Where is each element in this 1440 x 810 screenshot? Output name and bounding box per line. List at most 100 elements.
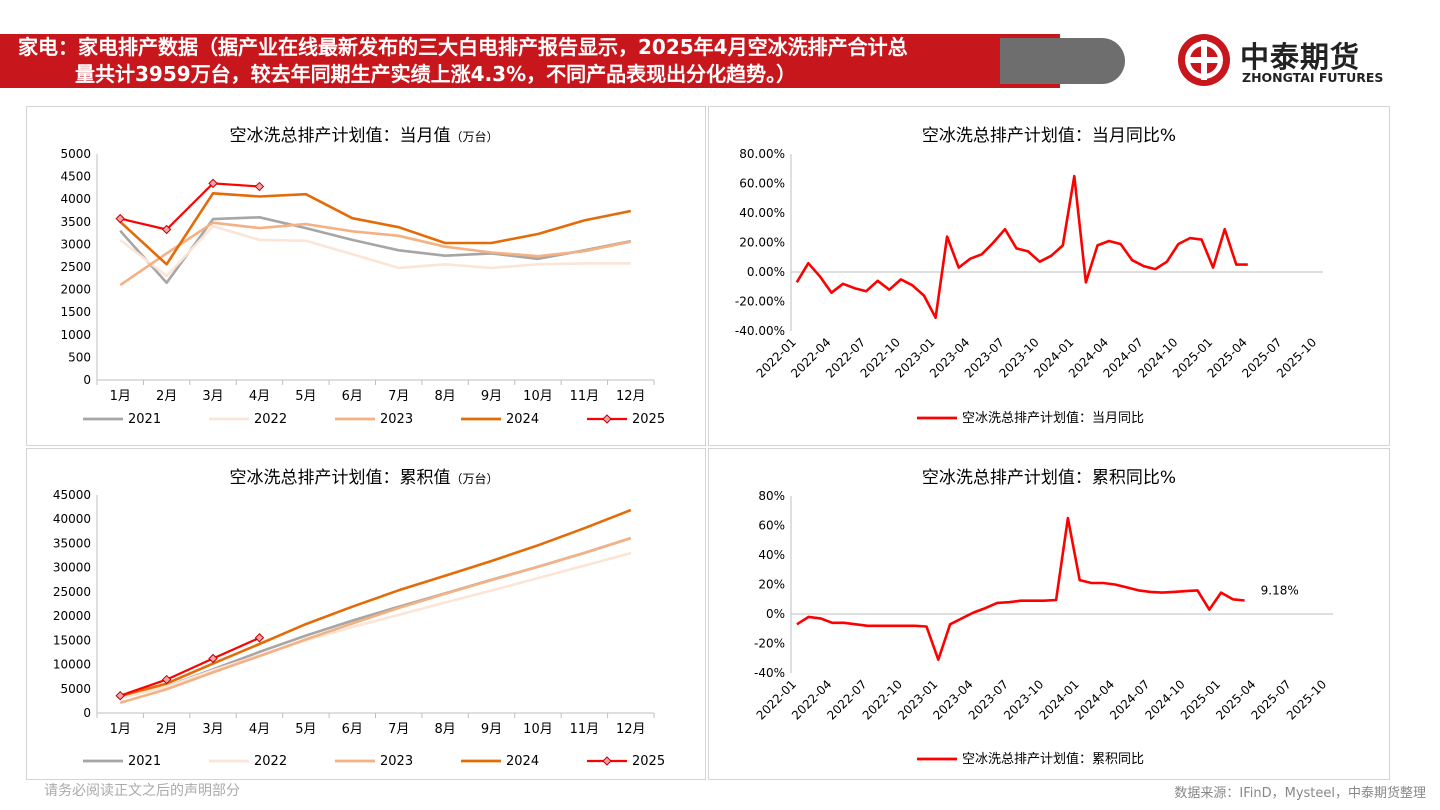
y-tick-label: 80% [758, 489, 785, 503]
legend-marker [602, 756, 612, 766]
chart-cumulative-value: 空冰洗总排产计划值：累积值（万台） 0 5000 10000 15000 20000 250… [53, 468, 665, 769]
x-tick-label: 12月 [616, 389, 646, 404]
y-tick-label: 60.00% [739, 177, 785, 191]
x-tick-label: 6月 [342, 722, 363, 737]
y-tick-label: -40% [754, 666, 785, 680]
legend-label: 2023 [380, 754, 413, 769]
x-tick-label: 11月 [570, 389, 600, 404]
x-tick-label: 1月 [110, 389, 131, 404]
y-tick-label: 4000 [60, 192, 91, 206]
series-line-1 [119, 551, 632, 700]
chart-panel-monthly-yoy: 空冰洗总排产计划值：当月同比% -40.00% -20.00% 0.00% 20.00%… [708, 106, 1390, 446]
y-tick-label: 60% [758, 519, 785, 533]
y-tick-label: 20000 [53, 609, 91, 623]
data-point-marker [115, 690, 125, 701]
y-tick-label: 3000 [60, 237, 91, 251]
series-line-2 [119, 536, 632, 705]
x-tick-label: 12月 [616, 722, 646, 737]
y-tick-label: 5000 [60, 147, 91, 161]
data-point-marker [161, 674, 172, 685]
data-point-marker [115, 213, 125, 224]
y-tick-label: 30000 [53, 561, 91, 575]
x-tick-label: 7月 [388, 389, 409, 404]
chart-cumulative-yoy: 空冰洗总排产计划值：累积同比%-40%-20%0%20%40%60%80%202… [754, 468, 1333, 767]
x-tick-label: 6月 [342, 389, 363, 404]
title-line-1: 家电：家电排产数据（据产业在线最新发布的三大白电排产报告显示，2025年4月空冰… [18, 35, 908, 59]
page-title: 家电：家电排产数据（据产业在线最新发布的三大白电排产报告显示，2025年4月空冰… [18, 34, 1098, 88]
y-tick-label: -20% [754, 637, 785, 651]
series-line-0 [796, 516, 1245, 661]
y-tick-label: 500 [68, 350, 91, 364]
series-line-3 [119, 192, 632, 266]
x-tick-label: 4月 [249, 722, 270, 737]
legend-label: 2022 [254, 412, 287, 427]
x-tick-label: 1月 [110, 722, 131, 737]
series-line-3 [119, 508, 632, 698]
chart-title-unit: （万台） [450, 129, 498, 144]
legend-label: 2025 [632, 412, 665, 427]
y-tick-label: 0.00% [747, 265, 785, 279]
y-tick-label: 4500 [60, 170, 91, 184]
x-tick-label: 10月 [523, 389, 553, 404]
chart-title: 空冰洗总排产计划值：当月值（万台） [229, 126, 498, 146]
legend-label: 2025 [632, 754, 665, 769]
legend-label: 2024 [506, 412, 539, 427]
legend-label: 2022 [254, 754, 287, 769]
header-bar [0, 34, 1060, 88]
y-tick-label: 2500 [60, 260, 91, 274]
data-point-marker [254, 181, 265, 192]
series-line-2 [119, 221, 632, 287]
y-tick-label: 3500 [60, 215, 91, 229]
legend-label: 2021 [128, 412, 161, 427]
logo-english-name: ZHONGTAI FUTURES [1242, 70, 1384, 85]
legend-marker [602, 414, 612, 424]
header-shadow [1000, 38, 1125, 84]
data-point-marker [208, 178, 218, 189]
series-line-4 [119, 636, 260, 697]
y-tick-label: 1000 [60, 328, 91, 342]
y-tick-label: 10000 [53, 658, 91, 672]
footer-source: 数据来源：IFinD，Mysteel，中泰期货整理 [1174, 786, 1426, 801]
chart-monthly-yoy: 空冰洗总排产计划值：当月同比% -40.00% -20.00% 0.00% 20.00%… [735, 126, 1323, 426]
legend-label: 2023 [380, 412, 413, 427]
company-logo: 中泰期货 ZHONGTAI FUTURES [1176, 30, 1416, 90]
series-line-0 [795, 174, 1248, 319]
x-tick-label: 2月 [156, 389, 177, 404]
y-tick-label: 20% [758, 578, 785, 592]
x-tick-label: 9月 [481, 722, 502, 737]
y-tick-label: 35000 [53, 536, 91, 550]
y-tick-label: 1500 [60, 305, 91, 319]
x-tick-label: 2月 [156, 722, 177, 737]
y-tick-label: 20.00% [739, 236, 785, 250]
x-tick-label: 4月 [249, 389, 270, 404]
logo-name: 中泰期货 [1240, 40, 1361, 74]
x-tick-label: 9月 [481, 389, 502, 404]
x-tick-label: 8月 [434, 389, 455, 404]
legend-label: 空冰洗总排产计划值：当月同比 [962, 410, 1144, 426]
data-point-marker [161, 224, 172, 235]
y-tick-label: 25000 [53, 585, 91, 599]
series-line-4 [119, 182, 260, 231]
y-tick-label: -20.00% [735, 295, 785, 309]
y-tick-label: -40.00% [735, 324, 785, 338]
x-tick-label: 7月 [388, 722, 409, 737]
x-tick-label: 5月 [295, 722, 316, 737]
y-tick-label: 5000 [60, 682, 91, 696]
data-point-marker [254, 633, 265, 643]
legend-label: 2024 [506, 754, 539, 769]
y-tick-label: 80.00% [739, 147, 785, 161]
chart-panel-monthly: 空冰洗总排产计划值：当月值（万台） 0 500 1000 1500 2000 2500 300… [26, 106, 706, 446]
legend-label: 空冰洗总排产计划值：累积同比 [962, 751, 1144, 767]
y-tick-label: 40% [758, 548, 785, 562]
series-line-1 [119, 225, 631, 278]
chart-title: 空冰洗总排产计划值：累积同比% [922, 468, 1176, 488]
chart-panel-cumulative: 空冰洗总排产计划值：累积值（万台） 0 5000 10000 15000 20000 250… [26, 448, 706, 780]
y-tick-label: 2000 [60, 283, 91, 297]
x-tick-label: 3月 [202, 389, 223, 404]
x-tick-label: 5月 [295, 389, 316, 404]
chart-title: 空冰洗总排产计划值：累积值（万台） [229, 468, 498, 488]
y-tick-label: 15000 [53, 633, 91, 647]
data-point-marker [208, 653, 218, 664]
y-tick-label: 40.00% [739, 206, 785, 220]
x-tick-label: 11月 [570, 722, 600, 737]
